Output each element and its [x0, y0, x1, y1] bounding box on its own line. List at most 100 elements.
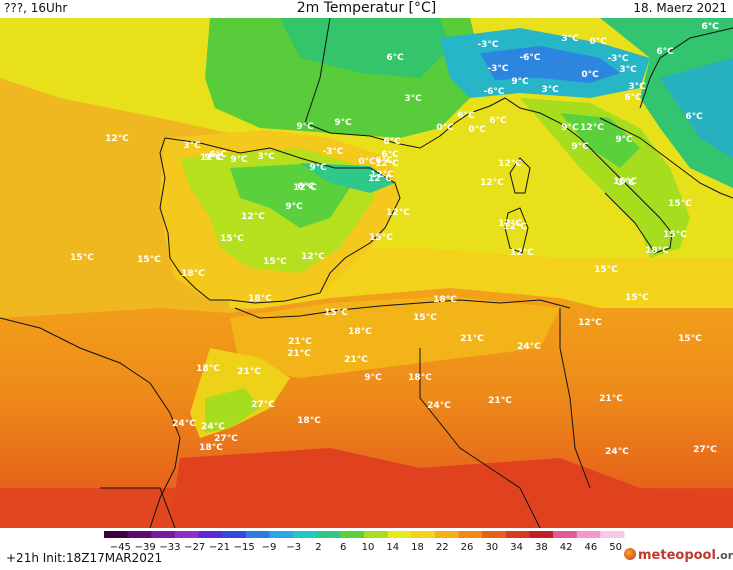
legend-color-swatch: [269, 531, 294, 538]
temperature-label: 9°C: [204, 153, 222, 163]
legend-tick-label: 10: [362, 542, 375, 553]
legend-color-swatch: [434, 531, 460, 538]
legend-tick-label: −15: [234, 542, 255, 553]
temperature-label: 24°C: [201, 422, 225, 432]
temperature-label: 21°C: [288, 337, 312, 347]
temperature-label: 15°C: [625, 293, 649, 303]
temperature-label: 12°C: [498, 159, 522, 169]
legend-tick-label: 6: [340, 542, 346, 553]
temperature-label: 15°C: [220, 234, 244, 244]
legend-color-swatch: [198, 531, 223, 538]
temperature-label: 6°C: [209, 150, 227, 160]
legend-color-swatch: [553, 531, 578, 538]
temperature-label: 18°C: [433, 295, 457, 305]
temperature-label: 6°C: [457, 111, 475, 121]
temperature-label: 0°C: [468, 125, 486, 135]
temperature-label: 6°C: [489, 116, 507, 126]
temperature-label: 6°C: [701, 22, 719, 32]
temperature-label: 21°C: [237, 367, 261, 377]
temperature-label: 21°C: [599, 394, 623, 404]
legend-tick-label: 50: [609, 542, 622, 553]
location-time-label: ???, 16Uhr: [4, 1, 68, 15]
temperature-label: 15°C: [668, 199, 692, 209]
legend-color-swatch: [576, 531, 601, 538]
temperature-label: 18°C: [181, 269, 205, 279]
temperature-label: 12°C: [480, 178, 504, 188]
temperature-label: 21°C: [287, 349, 311, 359]
logo-text: meteopool: [638, 548, 716, 563]
legend-tick-label: 2: [315, 542, 321, 553]
temperature-map: 6°C6°C3°C 0°C-6°C-3°C6°C6°C-3°C9°C3°C0°C-…: [0, 18, 733, 528]
temperature-label: -3°C: [487, 64, 508, 74]
balkan-green-region: [600, 18, 733, 188]
temperature-label: 12°C: [105, 134, 129, 144]
legend-color-swatch: [104, 531, 129, 538]
legend-tick-label: 14: [386, 542, 399, 553]
legend-color-swatch: [529, 531, 554, 538]
temperature-label: 21°C: [460, 334, 484, 344]
temperature-label: 12°C: [578, 318, 602, 328]
temperature-label: 15°C: [678, 334, 702, 344]
temperature-label: 27°C: [214, 434, 238, 444]
temperature-label: 9°C: [571, 142, 589, 152]
temperature-label: 12°C: [386, 208, 410, 218]
temperature-label: 6°C: [386, 53, 404, 63]
color-legend: −45 −39 −33 −27 −21 −15 −9 −3 2 6 10 14 18 22 26 30 34 38…: [104, 531, 625, 553]
temperature-label: 0°C: [436, 123, 454, 133]
temperature-label: 9°C: [309, 163, 327, 173]
temperature-label: 15°C: [137, 255, 161, 265]
model-run-label: +21h Init:18Z17MAR2021: [6, 551, 163, 565]
legend-tick-label: −9: [262, 542, 277, 553]
header: ???, 16Uhr 2m Temperatur [°C] 18. Maerz …: [0, 0, 733, 18]
temperature-label: 9°C: [296, 122, 314, 132]
temperature-label: 0°C: [358, 157, 376, 167]
legend-tick-label: −3: [286, 542, 301, 553]
temperature-label: 18°C: [196, 364, 220, 374]
temperature-label: 12°C: [370, 170, 394, 180]
temperature-label: 3°C: [628, 82, 646, 92]
legend-tick-label: −39: [135, 542, 156, 553]
balkan-cool-region: [660, 58, 733, 158]
date-label: 18. Maerz 2021: [633, 1, 727, 15]
legend-tick-label: −45: [110, 542, 131, 553]
temperature-label: 24°C: [605, 447, 629, 457]
logo-suffix: .org: [715, 549, 733, 562]
temperature-label: 12°C: [293, 183, 317, 193]
meteopool-logo[interactable]: meteopool.org: [624, 548, 733, 563]
temperature-label: 6°C: [624, 93, 642, 103]
temperature-label: -6°C: [519, 53, 540, 63]
temperature-label: 12°C: [498, 219, 522, 229]
temperature-label: 9°C: [230, 155, 248, 165]
italy-north-green: [560, 113, 640, 168]
temperature-label: 9°C: [561, 123, 579, 133]
legend-color-swatch: [316, 531, 341, 538]
temperature-label: 15°C: [413, 313, 437, 323]
temperature-label: 15°C: [369, 233, 393, 243]
temperature-label: 21°C: [344, 355, 368, 365]
temperature-label: 15°C: [324, 308, 348, 318]
temperature-label: 12°C: [200, 153, 224, 163]
temperature-label: 18°C: [199, 443, 223, 453]
legend-tick-label: 34: [510, 542, 523, 553]
legend-tick-label: −27: [184, 542, 205, 553]
temperature-label: 12°C: [241, 212, 265, 222]
temperature-label: 0°C: [589, 37, 607, 47]
legend-color-swatch: [458, 531, 483, 538]
atlas-north-region: [230, 296, 560, 378]
legend-tick-label: 26: [461, 542, 474, 553]
temperature-label: -3°C: [477, 40, 498, 50]
temperature-label: 6°C: [383, 137, 401, 147]
map-title: 2m Temperatur [°C]: [296, 0, 437, 16]
alps-cold-region: [480, 46, 620, 83]
iberia-cool-green: [230, 163, 350, 228]
legend-color-swatch: [387, 531, 412, 538]
legend-tick-label: 30: [485, 542, 498, 553]
temperature-label: -6°C: [483, 87, 504, 97]
temperature-label: 6°C: [685, 112, 703, 122]
temperature-label: 18°C: [408, 373, 432, 383]
temperature-label: 9°C: [285, 202, 303, 212]
temperature-label: -3°C: [607, 54, 628, 64]
legend-tick-label: 42: [560, 542, 573, 553]
temperature-label: 6°C: [701, 22, 719, 32]
temperature-label: 15°C: [613, 177, 637, 187]
